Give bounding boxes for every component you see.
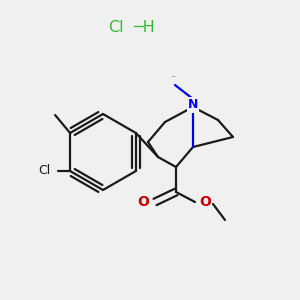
Text: ─H: ─H	[133, 20, 155, 35]
Text: N: N	[188, 98, 198, 112]
Text: methyl: methyl	[172, 76, 176, 77]
Text: Cl: Cl	[38, 164, 50, 178]
Text: O: O	[199, 195, 211, 209]
Text: O: O	[137, 195, 149, 209]
Text: Cl: Cl	[108, 20, 124, 35]
